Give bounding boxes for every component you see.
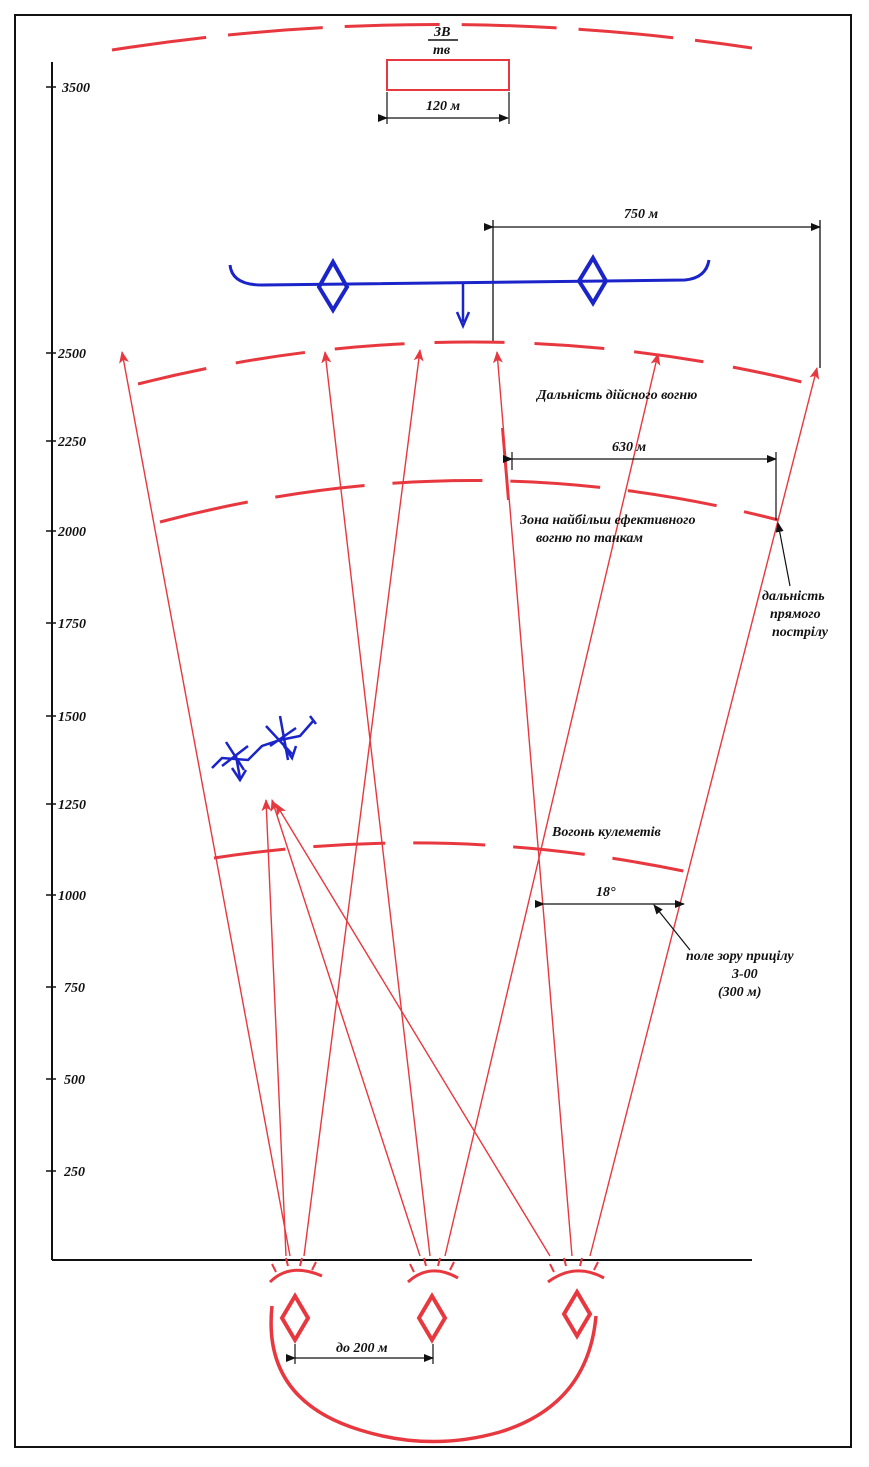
tick-1500: 1500 — [58, 710, 86, 725]
fire-sector-lines — [119, 349, 820, 1257]
arc-2000 — [159, 479, 779, 524]
direct-shot-label-line2: прямого — [770, 607, 821, 622]
tick-3500: 3500 — [61, 81, 90, 96]
trench-arc-icon — [547, 1269, 605, 1284]
angle-label: 18° — [596, 885, 616, 900]
tank-icon — [279, 1292, 311, 1344]
tick-750: 750 — [64, 981, 85, 996]
strongpoint-fraction: ЗВ тв — [428, 25, 458, 58]
arc-effective-range — [137, 340, 811, 386]
sight-label-line1: поле зору прицілу — [686, 949, 794, 964]
fraction-top: ЗВ — [433, 25, 450, 40]
front-width-label: 750 м — [624, 207, 659, 222]
trench-arc-icon — [406, 1269, 459, 1284]
own-positions: до 200 м — [268, 1257, 605, 1444]
defense-perimeter — [269, 1305, 598, 1444]
enemy-front-line — [228, 254, 711, 330]
tick-500: 500 — [64, 1073, 85, 1088]
crosshair-icon — [211, 715, 317, 783]
tank-icon — [416, 1292, 448, 1344]
tick-1000: 1000 — [58, 889, 86, 904]
target-rectangle — [386, 59, 510, 91]
page-frame — [14, 14, 852, 1448]
zone-label-line2: вогню по танкам — [536, 531, 643, 546]
tank-icon — [561, 1288, 593, 1340]
direct-shot-width-label: 630 м — [612, 440, 647, 455]
axis-ticks — [46, 86, 56, 1172]
tank-icon — [576, 254, 609, 307]
tank-icon — [316, 257, 350, 314]
direct-shot-label-line3: пострілу — [772, 625, 829, 640]
zone-label-line1: Зона найбільш ефективного — [519, 513, 695, 528]
tick-2500: 2500 — [57, 347, 86, 362]
tick-2000: 2000 — [57, 525, 86, 540]
tick-1250: 1250 — [58, 798, 86, 813]
target-width-label: 120 м — [426, 99, 461, 114]
arc-mg-fire — [213, 841, 689, 874]
sight-label-line3: (300 м) — [718, 985, 761, 1000]
tick-250: 250 — [63, 1165, 85, 1180]
spacing-label: до 200 м — [336, 1341, 388, 1356]
top-range-arc — [111, 23, 753, 52]
tick-2250: 2250 — [57, 435, 86, 450]
fraction-bottom: тв — [433, 43, 451, 58]
tick-1750: 1750 — [58, 617, 86, 632]
effective-range-label: Дальність дійсного вогню — [535, 388, 697, 403]
mg-fire-label: Вогонь кулеметів — [551, 825, 662, 840]
direct-shot-label-line1: дальність — [762, 589, 825, 604]
range-axis: 3500 2500 2250 2000 1750 1500 1250 1000 … — [46, 62, 752, 1261]
trench-arc-icon — [268, 1268, 323, 1284]
sight-label-line2: 3-00 — [731, 967, 758, 982]
